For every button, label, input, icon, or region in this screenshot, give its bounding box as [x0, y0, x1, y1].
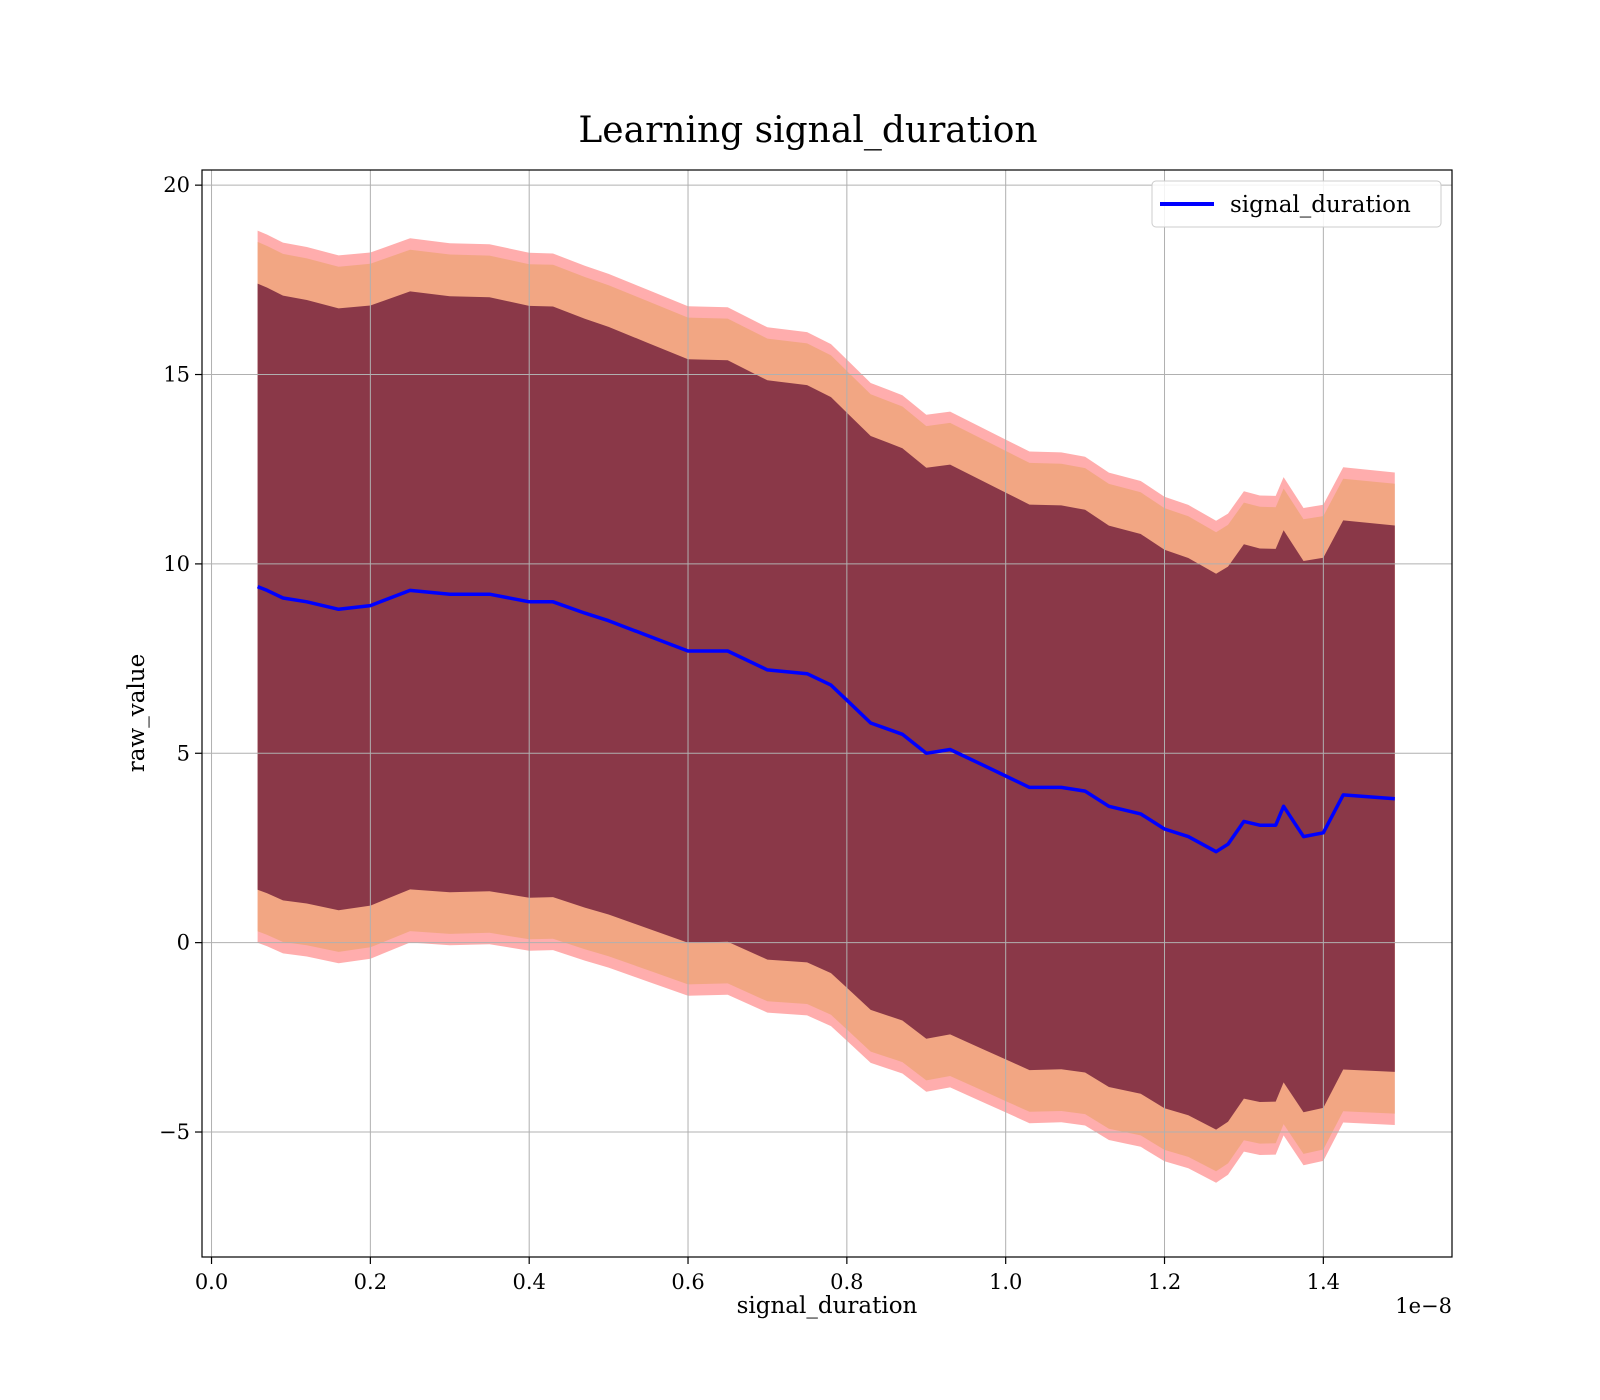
y-tick-label: 20 — [163, 173, 190, 197]
x-tick-label: 0.8 — [830, 1270, 863, 1294]
y-tick-label: −5 — [159, 1120, 190, 1144]
y-tick-label: 15 — [163, 363, 190, 387]
confidence-bands — [257, 230, 1395, 1183]
legend: signal_duration — [1151, 180, 1442, 228]
x-tick-label: 0.2 — [354, 1270, 387, 1294]
x-tick-label: 0.6 — [671, 1270, 704, 1294]
legend-box — [1151, 180, 1442, 228]
x-tick-label: 1.0 — [989, 1270, 1022, 1294]
legend-label: signal_duration — [1230, 192, 1411, 218]
y-axis-label: raw_value — [124, 654, 150, 772]
y-tick-label: 10 — [163, 552, 190, 576]
x-axis-label: signal_duration — [737, 1293, 918, 1319]
band-inner — [257, 283, 1395, 1130]
x-tick-label: 1.4 — [1307, 1270, 1340, 1294]
plot-frame — [201, 169, 1453, 1258]
x-axis-ticks: 0.0 0.2 0.4 0.6 0.8 1.0 1.2 1.4 — [195, 1257, 1340, 1294]
y-tick-label: 0 — [177, 931, 190, 955]
chart-title: Learning signal_duration — [578, 110, 1037, 151]
series-lines — [256, 584, 1395, 854]
grid-lines — [202, 170, 1452, 1257]
x-tick-label: 1.2 — [1148, 1270, 1181, 1294]
x-tick-label: 0.0 — [195, 1270, 228, 1294]
series-line-signal-duration — [256, 584, 1395, 854]
x-tick-label: 0.4 — [512, 1270, 545, 1294]
x-axis-offset-label: 1e−8 — [1395, 1294, 1452, 1318]
y-tick-label: 5 — [177, 741, 190, 765]
y-axis-ticks: −5 0 5 10 15 20 — [159, 173, 202, 1144]
